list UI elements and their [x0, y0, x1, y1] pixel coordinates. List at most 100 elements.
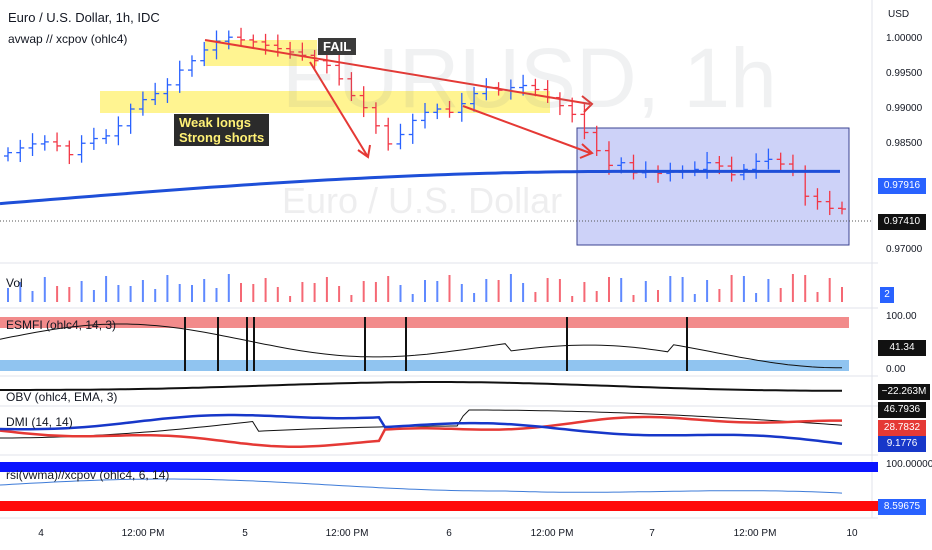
- volume-bar: [448, 275, 451, 302]
- price-tick-1: 1.00000: [886, 33, 923, 44]
- price-tick-3: 0.99000: [886, 103, 923, 114]
- price-bar: [764, 148, 773, 170]
- volume-bar: [154, 289, 157, 302]
- arrow-fail-head: [581, 95, 594, 113]
- esmfi-upper-tick: 100.00: [886, 311, 917, 322]
- volume-bar: [718, 289, 721, 302]
- price-bar: [126, 103, 135, 134]
- price-bar: [65, 140, 74, 165]
- volume-bar: [338, 286, 341, 302]
- trend-arrows: [204, 39, 594, 159]
- volume-bar: [730, 275, 733, 302]
- volume-bar: [828, 278, 831, 302]
- volume-bars: [7, 274, 843, 302]
- rsi-label[interactable]: rsi(vwma)//xcpov (ohlc4, 6, 14): [6, 468, 170, 482]
- dmi-label[interactable]: DMI (14, 14): [6, 415, 73, 429]
- avwap-line: [0, 169, 840, 206]
- minus-di-line: [0, 415, 842, 448]
- volume-bar: [215, 288, 218, 302]
- volume-bar: [632, 295, 635, 302]
- minus-di-value-badge: 28.7832: [878, 420, 926, 436]
- time-tick-2: 12:00 PM: [121, 528, 165, 539]
- price-bar: [138, 91, 147, 116]
- price-bar: [433, 103, 442, 120]
- price-bar: [335, 54, 344, 86]
- price-bar: [421, 102, 429, 129]
- volume-bar: [583, 282, 586, 302]
- price-bar: [102, 129, 111, 144]
- volume-bar: [767, 279, 770, 302]
- price-bar: [175, 60, 184, 93]
- price-bar: [28, 133, 37, 156]
- volume-bar: [534, 292, 537, 302]
- esmfi-lower-tick: 0.00: [886, 364, 906, 375]
- volume-bar: [791, 274, 794, 302]
- price-bar: [261, 33, 270, 55]
- obv-label[interactable]: OBV (ohlc4, EMA, 3): [6, 390, 118, 404]
- rsi-lower-band: [0, 501, 878, 511]
- volume-bar: [681, 277, 684, 302]
- price-bar: [592, 125, 601, 156]
- rsi-line: [0, 478, 843, 494]
- price-candles: [4, 27, 846, 216]
- volume-bar: [374, 282, 377, 302]
- price-bar: [776, 152, 785, 171]
- price-bar: [163, 78, 172, 103]
- fail-highlight-zone: [205, 40, 317, 66]
- price-bar: [187, 55, 196, 77]
- price-bar: [371, 102, 380, 134]
- volume-bar: [105, 276, 108, 302]
- watermark-name: Euro / U.S. Dollar: [282, 180, 563, 221]
- pane-separators: [0, 0, 878, 519]
- price-bar: [53, 132, 62, 152]
- volume-bar: [203, 279, 206, 302]
- indicator-label[interactable]: avwap // xcpov (ohlc4): [8, 32, 128, 46]
- volume-bar: [301, 282, 304, 302]
- volume-bar: [276, 287, 279, 302]
- esmfi-value-badge: 41.34: [878, 340, 926, 356]
- price-bar: [396, 123, 405, 150]
- volume-bar: [779, 288, 782, 302]
- fail-note: FAIL: [318, 38, 357, 55]
- adx-value-badge: 46.7936: [878, 402, 926, 418]
- volume-bar: [509, 274, 512, 302]
- volume-bar: [571, 296, 574, 302]
- time-tick-6: 12:00 PM: [530, 528, 574, 539]
- last-price-badge: 0.97410: [878, 214, 926, 230]
- esmfi-label[interactable]: ESMFI (ohlc4, 14, 3): [6, 318, 117, 332]
- esmfi-signal-lines: [184, 317, 688, 371]
- price-bar: [249, 34, 258, 48]
- strong-shorts-text: Strong shorts: [179, 130, 265, 145]
- obv-line: [0, 381, 842, 392]
- volume-bar: [362, 281, 365, 302]
- volume-bar: [558, 279, 561, 302]
- rsi-value-badge: 8.59675: [878, 499, 926, 515]
- time-tick-9: 10: [846, 528, 858, 539]
- volume-bar: [473, 293, 476, 302]
- volume-bar: [399, 285, 402, 302]
- volume-bar: [92, 290, 95, 302]
- arrow-fail-line: [204, 39, 591, 105]
- arrow-drop-head: [357, 144, 371, 159]
- volume-bar: [608, 277, 610, 302]
- price-bar: [359, 86, 368, 118]
- price-bar: [825, 190, 834, 216]
- price-bar: [4, 147, 12, 162]
- price-bar: [310, 49, 319, 71]
- watermark-symbol: EURUSD, 1h: [282, 31, 777, 125]
- price-bar: [347, 72, 356, 101]
- volume-bar: [31, 291, 34, 302]
- price-bar: [114, 116, 123, 146]
- price-bar: [838, 201, 846, 215]
- price-bar: [40, 135, 49, 151]
- esmfi-line: [0, 323, 842, 369]
- volume-bar: [755, 293, 758, 302]
- vol-label[interactable]: Vol: [6, 276, 23, 290]
- volume-bar: [80, 281, 83, 302]
- rsi-upper-tick: 100.00000: [886, 459, 932, 470]
- volume-bar: [7, 288, 9, 302]
- arrow-second-line: [462, 105, 591, 154]
- avwap-price-badge: 0.97916: [878, 178, 926, 194]
- price-bar: [445, 100, 454, 118]
